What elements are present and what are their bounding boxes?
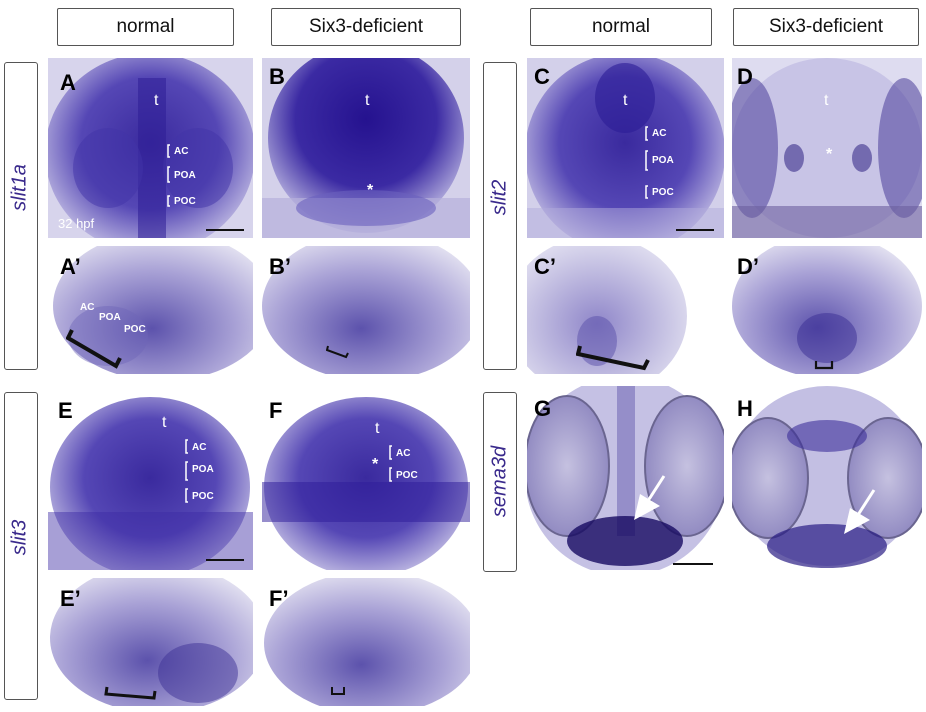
label-POC-C: POC	[652, 187, 674, 198]
landmark-t-B: t	[365, 92, 370, 109]
header-normal-right: normal	[530, 8, 712, 46]
header-six3-right-text: Six3-deficient	[768, 16, 884, 37]
header-six3-left-text: Six3-deficient	[308, 16, 424, 37]
panel-label-B: B	[269, 64, 285, 89]
label-POC-A-prime: POC	[124, 324, 146, 335]
panel-label-B-prime: B’	[269, 254, 291, 279]
panel-H-image	[732, 386, 922, 570]
asterisk-D: *	[826, 146, 833, 163]
gene-box-slit3	[4, 392, 38, 700]
header-six3-right: Six3-deficient	[733, 8, 919, 46]
gene-box-slit1a	[4, 62, 38, 370]
landmark-t-E: t	[162, 414, 167, 431]
label-AC-A-prime: AC	[80, 302, 95, 313]
label-POA-A-prime: POA	[99, 312, 121, 323]
panel-label-D-prime: D’	[737, 254, 759, 279]
gene-label-slit1a: slit1a	[8, 164, 31, 211]
panel-D-image	[732, 58, 922, 238]
bracket-D-prime	[814, 361, 834, 370]
panel-E-image	[48, 392, 253, 570]
panel-label-C: C	[534, 64, 550, 89]
panel-G-image	[527, 386, 724, 570]
panel-F-prime-image	[262, 578, 470, 706]
label-POC-A: POC	[174, 196, 196, 207]
arrow-G	[634, 475, 666, 520]
scale-bar-A	[206, 229, 244, 231]
panel-A-image	[48, 58, 253, 238]
panel-label-G: G	[534, 396, 552, 421]
header-normal-left: normal	[57, 8, 234, 46]
landmark-t-F: t	[375, 420, 380, 437]
label-POC-F: POC	[396, 470, 418, 481]
panel-label-E-prime: E’	[60, 586, 81, 611]
gene-box-slit2	[483, 62, 517, 370]
gene-label-slit2: slit2	[488, 179, 511, 216]
header-six3-left: Six3-deficient	[271, 8, 461, 46]
label-POA-C: POA	[652, 155, 674, 166]
panel-C-image	[527, 58, 724, 238]
asterisk-B: *	[367, 182, 374, 199]
landmark-t-A: t	[154, 92, 159, 109]
bracket-C-prime	[576, 345, 650, 371]
label-AC-F: AC	[396, 448, 411, 459]
landmark-t-D: t	[824, 92, 829, 109]
panel-A-prime-image	[48, 246, 253, 374]
header-normal-right-text: normal	[591, 16, 651, 37]
bracket-F-prime	[331, 687, 345, 695]
panel-label-A: A	[60, 70, 76, 95]
bracket-A-prime	[66, 329, 122, 369]
scale-bar-C	[676, 229, 714, 231]
panel-label-D: D	[737, 64, 753, 89]
asterisk-F: *	[372, 456, 379, 473]
scale-bar-G	[673, 563, 713, 565]
panel-B-prime-image	[262, 246, 470, 374]
panel-label-F-prime: F’	[269, 586, 289, 611]
label-AC-A: AC	[174, 146, 189, 157]
stage-label: 32 hpf	[58, 216, 95, 231]
label-POA-E: POA	[192, 464, 214, 475]
arrow-H	[844, 489, 876, 534]
panel-label-F: F	[269, 398, 283, 423]
bracket-B-prime	[326, 345, 349, 359]
panel-label-C-prime: C’	[534, 254, 556, 279]
bracket-E-prime	[104, 686, 157, 700]
gene-label-slit3: slit3	[8, 519, 31, 556]
label-POC-E: POC	[192, 491, 214, 502]
panel-label-E: E	[58, 398, 73, 423]
gene-box-sema3d	[483, 392, 517, 572]
gene-label-sema3d: sema3d	[488, 445, 511, 518]
panel-D-prime-image	[732, 246, 922, 374]
label-POA-A: POA	[174, 170, 196, 181]
label-AC-E: AC	[192, 442, 207, 453]
panel-B-image	[262, 58, 470, 238]
panel-F-image	[262, 392, 470, 570]
landmark-t-C: t	[623, 92, 628, 109]
panel-label-A-prime: A’	[60, 254, 81, 279]
header-normal-left-text: normal	[116, 16, 175, 37]
scale-bar-E	[206, 559, 244, 561]
label-AC-C: AC	[652, 128, 667, 139]
panel-label-H: H	[737, 396, 753, 421]
panel-C-prime-image	[527, 246, 724, 374]
panel-E-prime-image	[48, 578, 253, 706]
